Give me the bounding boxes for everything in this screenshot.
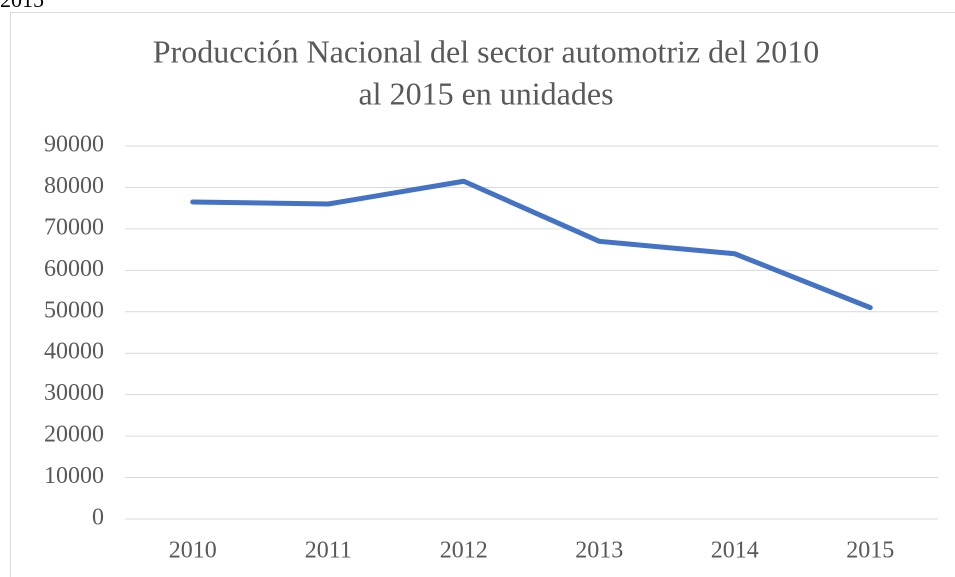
x-tick-label: 2015 (846, 538, 894, 564)
y-tick-label: 40000 (44, 339, 104, 365)
y-tick-label: 70000 (44, 214, 104, 240)
y-tick-label: 50000 (44, 297, 104, 323)
y-tick-label: 80000 (44, 173, 104, 199)
y-tick-label: 20000 (44, 422, 104, 448)
y-tick-label: 10000 (44, 463, 104, 489)
y-tick-label: 90000 (44, 132, 104, 158)
y-tick-label: 30000 (44, 380, 104, 406)
x-tick-label: 2014 (711, 538, 759, 564)
chart-title: al 2015 en unidades (358, 75, 613, 111)
y-tick-label: 0 (92, 505, 104, 531)
x-tick-label: 2011 (305, 538, 352, 564)
y-tick-label: 60000 (44, 256, 104, 282)
chart-title: Producción Nacional del sector automotri… (153, 33, 819, 69)
x-tick-label: 2010 (169, 538, 217, 564)
caption-fragment: 2015 (0, 0, 44, 12)
line-series (190, 178, 873, 311)
x-tick-label: 2012 (440, 538, 488, 564)
x-tick-label: 2013 (575, 538, 623, 564)
chart-frame (10, 12, 955, 577)
